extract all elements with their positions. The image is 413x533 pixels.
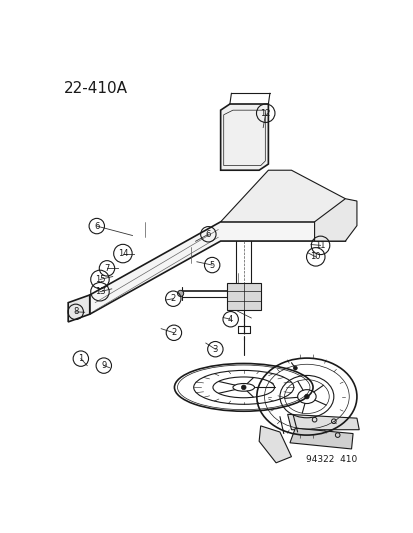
Text: 4: 4 — [228, 314, 233, 324]
Polygon shape — [287, 414, 358, 430]
Text: 6: 6 — [205, 230, 211, 239]
Text: 2: 2 — [170, 294, 176, 303]
Polygon shape — [259, 426, 291, 463]
Polygon shape — [90, 222, 344, 314]
Polygon shape — [220, 170, 344, 222]
Polygon shape — [220, 104, 268, 170]
Circle shape — [293, 366, 297, 370]
Text: 6: 6 — [94, 222, 99, 231]
Text: 8: 8 — [73, 308, 78, 317]
Polygon shape — [314, 199, 356, 241]
Polygon shape — [289, 428, 352, 449]
Text: 12: 12 — [260, 109, 271, 118]
Text: 7: 7 — [104, 264, 109, 273]
Circle shape — [304, 394, 309, 399]
Text: 13: 13 — [95, 287, 105, 296]
Text: 10: 10 — [310, 252, 320, 261]
Text: 3: 3 — [212, 345, 218, 354]
Text: 15: 15 — [95, 275, 105, 284]
Circle shape — [177, 290, 183, 296]
Text: 11: 11 — [315, 241, 325, 250]
Polygon shape — [68, 295, 90, 322]
Text: 94322  410: 94322 410 — [305, 455, 356, 464]
Text: 2: 2 — [171, 328, 176, 337]
Text: 22-410A: 22-410A — [64, 81, 127, 96]
Text: 5: 5 — [209, 261, 214, 270]
Text: 9: 9 — [101, 361, 106, 370]
Circle shape — [241, 385, 245, 390]
Text: 1: 1 — [78, 354, 83, 363]
Polygon shape — [226, 284, 260, 310]
Text: 14: 14 — [117, 249, 128, 258]
